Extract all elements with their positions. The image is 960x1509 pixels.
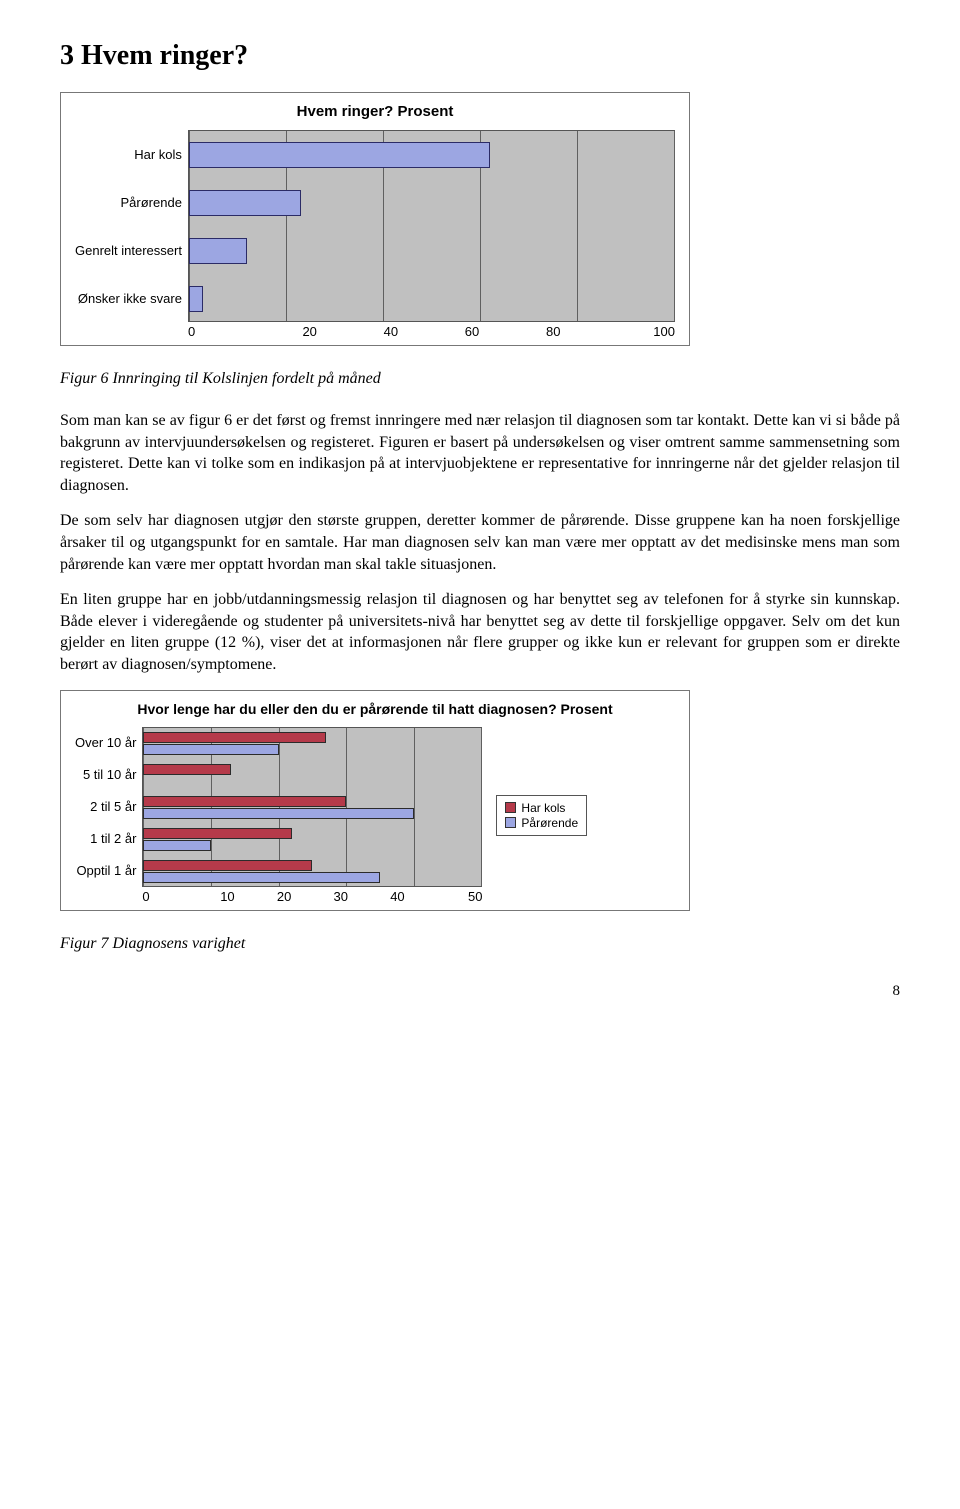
paragraph-3: En liten gruppe har en jobb/utdanningsme…	[60, 589, 900, 675]
chart1-ylabel: Genrelt interessert	[75, 226, 182, 274]
chart1-xticks: 020406080100	[188, 324, 675, 339]
page-number: 8	[60, 983, 900, 1000]
chart2-bar	[143, 840, 211, 851]
chart2-xtick: 10	[199, 889, 256, 904]
chart2-ylabel: Opptil 1 år	[75, 855, 136, 887]
chart2-bar	[143, 732, 326, 743]
chart1-xtick: 100	[594, 324, 675, 339]
chart2-xtick: 0	[142, 889, 199, 904]
gridline	[414, 728, 415, 886]
chart2-title: Hvor lenge har du eller den du er pårøre…	[75, 701, 675, 717]
chart1-ylabels: Har kolsPårørendeGenrelt interessertØnsk…	[75, 130, 188, 322]
figure6-caption: Figur 6 Innringing til Kolslinjen fordel…	[60, 370, 900, 388]
chart2-ylabels: Over 10 år5 til 10 år2 til 5 år1 til 2 å…	[75, 727, 142, 887]
legend-row: Har kols	[505, 801, 578, 815]
chart2-bar	[143, 808, 413, 819]
legend-swatch	[505, 817, 516, 828]
chart2-bar	[143, 744, 278, 755]
chart2-ylabel: Over 10 år	[75, 727, 136, 759]
chart2-xtick: 30	[312, 889, 369, 904]
chart1-xtick: 80	[513, 324, 594, 339]
chart1-bar	[189, 286, 204, 312]
legend-label: Har kols	[521, 801, 565, 815]
legend-label: Pårørende	[521, 816, 578, 830]
chart-diagnose-varighet: Hvor lenge har du eller den du er pårøre…	[60, 690, 690, 911]
chart2-bar	[143, 860, 312, 871]
legend-row: Pårørende	[505, 816, 578, 830]
chart2-bar	[143, 796, 346, 807]
chart1-xtick: 0	[188, 324, 269, 339]
chart2-xtick: 40	[369, 889, 426, 904]
gridline	[481, 728, 482, 886]
chart1-bar	[189, 190, 301, 216]
gridline	[346, 728, 347, 886]
chart1-xtick: 40	[350, 324, 431, 339]
legend-swatch	[505, 802, 516, 813]
chart1-ylabel: Ønsker ikke svare	[75, 274, 182, 322]
chart1-xtick: 60	[431, 324, 512, 339]
figure7-caption: Figur 7 Diagnosens varighet	[60, 935, 900, 953]
chart2-bar	[143, 828, 292, 839]
chart1-bar	[189, 238, 247, 264]
chart2-xtick: 50	[426, 889, 483, 904]
chart2-legend: Har kolsPårørende	[496, 795, 587, 836]
chart1-ylabel: Pårørende	[75, 178, 182, 226]
chart1-ylabel: Har kols	[75, 130, 182, 178]
chart1-title: Hvem ringer? Prosent	[75, 103, 675, 120]
paragraph-1: Som man kan se av figur 6 er det først o…	[60, 410, 900, 496]
chart2-bar	[143, 872, 380, 883]
gridline	[577, 131, 578, 321]
paragraph-2: De som selv har diagnosen utgjør den stø…	[60, 510, 900, 575]
chart-hvem-ringer: Hvem ringer? Prosent Har kolsPårørendeGe…	[60, 92, 690, 346]
chart2-ylabel: 5 til 10 år	[75, 759, 136, 791]
chart2-plot	[142, 727, 482, 887]
chart2-xtick: 20	[256, 889, 313, 904]
chart1-bar	[189, 142, 490, 168]
chart2-xticks: 01020304050	[142, 889, 482, 904]
chart1-plot	[188, 130, 675, 322]
chart1-xtick: 20	[269, 324, 350, 339]
chart2-ylabel: 1 til 2 år	[75, 823, 136, 855]
gridline	[674, 131, 675, 321]
section-heading: 3 Hvem ringer?	[60, 40, 900, 72]
chart2-ylabel: 2 til 5 år	[75, 791, 136, 823]
chart2-bar	[143, 764, 231, 775]
